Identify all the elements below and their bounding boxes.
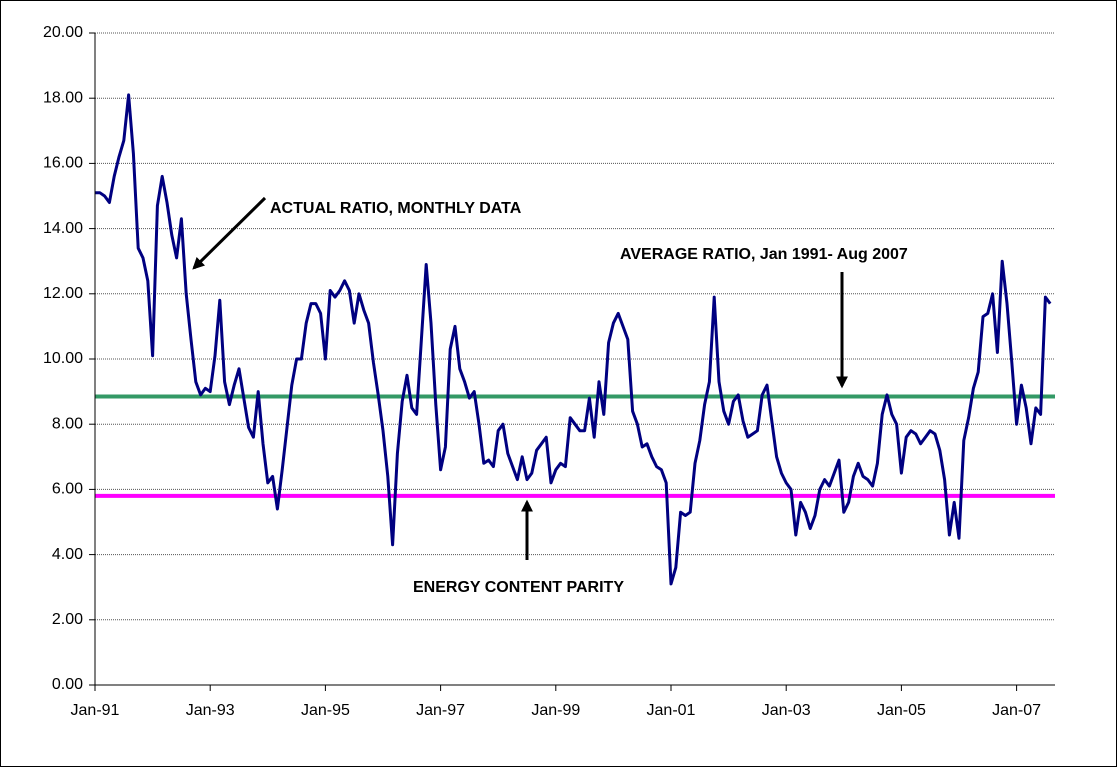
x-tick-label: Jan-91	[71, 702, 120, 719]
y-tick-label: 4.00	[52, 546, 83, 563]
y-tick-label: 12.00	[43, 285, 83, 302]
y-tick-label: 0.00	[52, 676, 83, 693]
y-tick-label: 16.00	[43, 155, 83, 172]
x-tick-label: Jan-01	[647, 702, 696, 719]
x-tick-label: Jan-93	[186, 702, 235, 719]
x-tick-label: Jan-95	[301, 702, 350, 719]
y-tick-label: 18.00	[43, 89, 83, 106]
y-tick-label: 20.00	[43, 24, 83, 41]
x-tick-label: Jan-99	[531, 702, 580, 719]
y-tick-label: 10.00	[43, 350, 83, 367]
annotation: AVERAGE RATIO, Jan 1991- Aug 2007	[620, 246, 908, 263]
x-tick-label: Jan-97	[416, 702, 465, 719]
arrow	[192, 196, 267, 270]
y-tick-label: 14.00	[43, 220, 83, 237]
y-tick-label: 8.00	[52, 415, 83, 432]
annotation: ENERGY CONTENT PARITY	[413, 579, 624, 596]
annotation: ACTUAL RATIO, MONTHLY DATA	[270, 200, 522, 217]
x-tick-label: Jan-05	[877, 702, 926, 719]
x-tick-label: Jan-03	[762, 702, 811, 719]
y-tick-label: 6.00	[52, 481, 83, 498]
x-tick-label: Jan-07	[992, 702, 1041, 719]
y-tick-label: 2.00	[52, 611, 83, 628]
data-line	[95, 93, 1052, 586]
